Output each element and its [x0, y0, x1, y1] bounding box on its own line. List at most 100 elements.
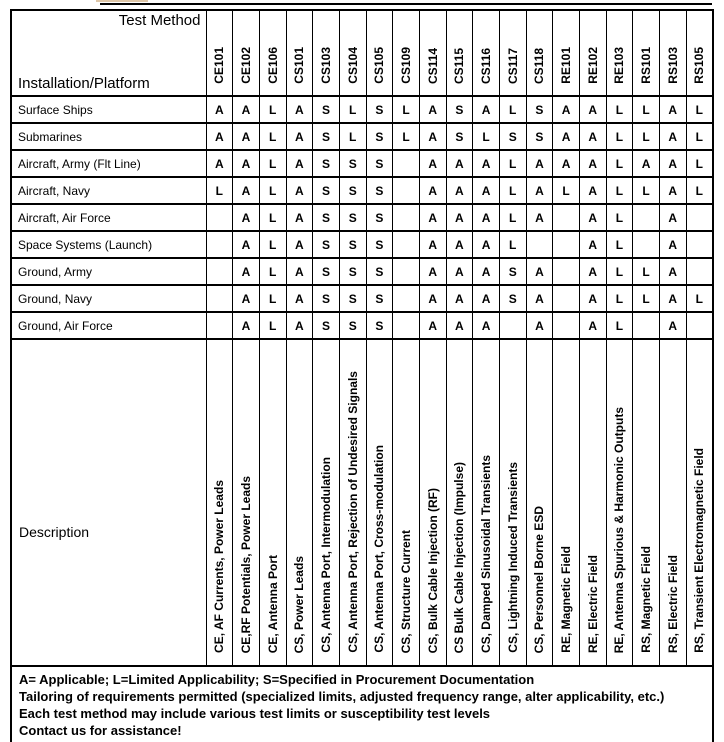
test-method-label: Test Method	[118, 12, 201, 29]
description-cell-CS109: CS, Structure Current	[392, 338, 420, 667]
applicability-cell-RS103: A	[658, 257, 687, 286]
applicability-cell-CS114: A	[418, 284, 447, 313]
description-text: RS, Transient Electromagnetic Field	[692, 448, 707, 653]
applicability-cell-CS103: S	[312, 284, 340, 313]
column-header-CS103: CS103	[312, 9, 340, 97]
applicability-cell-RS105	[685, 203, 714, 232]
platform-label: Submarines	[10, 122, 207, 151]
applicability-cell-CS114: A	[418, 149, 447, 178]
applicability-cell-CS115: A	[445, 311, 474, 340]
applicability-cell-CS103: S	[312, 122, 340, 151]
applicability-cell-CS117: L	[498, 230, 527, 259]
column-header-label: CS115	[452, 47, 467, 84]
applicability-cell-CS118: A	[525, 284, 554, 313]
test-method-applicability-table: Test Method Installation/Platform CE101 C…	[10, 9, 714, 742]
description-text: RS, Electric Field	[665, 554, 680, 653]
table-row: Aircraft, Army (Flt Line) A A L A S S S A A A L A A A L…	[10, 149, 714, 178]
description-text: CS, Power Leads	[292, 555, 307, 653]
applicability-cell-RE101: A	[552, 122, 580, 151]
column-header-label: RS103	[665, 47, 680, 84]
applicability-cell-RE102: A	[578, 122, 607, 151]
legend-footer: A= Applicable; L=Limited Applicability; …	[10, 665, 714, 742]
applicability-cell-RS105	[685, 230, 714, 259]
description-row: Description CE, AF Currents, Power Leads…	[10, 338, 714, 667]
applicability-cell-CS103: S	[312, 176, 340, 205]
description-cell-RS101: RS, Magnetic Field	[632, 338, 660, 667]
applicability-cell-CS109	[392, 284, 420, 313]
description-label-cell: Description	[10, 338, 207, 667]
applicability-cell-CS114: A	[418, 203, 447, 232]
applicability-cell-CS115: A	[445, 284, 474, 313]
applicability-cell-RE101	[552, 257, 580, 286]
applicability-cell-CS101: A	[285, 230, 314, 259]
column-header-label: RS101	[639, 47, 654, 84]
description-text: CS, Antenna Port, Cross-modulation	[372, 445, 387, 653]
description-text: CE, Antenna Port	[265, 554, 280, 653]
column-header-label: CS117	[505, 47, 520, 84]
applicability-cell-CS105: S	[365, 176, 394, 205]
column-header-RE103: RE103	[605, 9, 634, 97]
cropped-text-remnant	[96, 0, 148, 2]
applicability-cell-RS101	[632, 311, 660, 340]
applicability-cell-CE106: L	[258, 257, 287, 286]
column-header-CS101: CS101	[285, 9, 314, 97]
applicability-cell-CS104: S	[338, 149, 367, 178]
applicability-cell-RS103: A	[658, 284, 687, 313]
applicability-cell-RS101: L	[632, 257, 660, 286]
applicability-cell-CS114: A	[418, 176, 447, 205]
applicability-cell-CE101	[205, 284, 234, 313]
applicability-cell-RS101: L	[632, 284, 660, 313]
applicability-cell-CS103: S	[312, 230, 340, 259]
applicability-cell-CS101: A	[285, 203, 314, 232]
column-header-label: CS104	[345, 47, 360, 84]
table-row: Ground, Air Force A L A S S S A A A A A L A	[10, 311, 714, 340]
applicability-cell-CS101: A	[285, 176, 314, 205]
applicability-cell-CS109: L	[392, 95, 420, 124]
applicability-cell-CS104: S	[338, 311, 367, 340]
applicability-cell-CS117: L	[498, 149, 527, 178]
applicability-cell-CE101: A	[205, 95, 234, 124]
applicability-cell-RS105	[685, 257, 714, 286]
description-text: CS Bulk Cable Injection (Impulse)	[452, 461, 467, 653]
legend-line-1: A= Applicable; L=Limited Applicability; …	[19, 672, 535, 687]
applicability-cell-RE102: A	[578, 95, 607, 124]
description-text: RE, Electric Field	[585, 554, 600, 653]
applicability-cell-CS109	[392, 149, 420, 178]
applicability-cell-CS104: S	[338, 257, 367, 286]
applicability-cell-CS117: S	[498, 122, 527, 151]
applicability-cell-CS101: A	[285, 257, 314, 286]
platform-label: Ground, Air Force	[10, 311, 207, 340]
applicability-cell-RS103: A	[658, 122, 687, 151]
applicability-cell-CE102: A	[232, 203, 260, 232]
column-header-CS116: CS116	[472, 9, 500, 97]
matrix-body: Surface Ships A A L A S L S L A S A L S A A L L A L Submarin…	[10, 95, 714, 340]
applicability-cell-CS118: A	[525, 203, 554, 232]
corner-cell: Test Method Installation/Platform	[10, 9, 207, 97]
applicability-cell-RE103: L	[605, 176, 634, 205]
applicability-cell-CS101: A	[285, 149, 314, 178]
table-row: Ground, Navy A L A S S S A A A S A A L L A L	[10, 284, 714, 313]
applicability-cell-RE101	[552, 311, 580, 340]
platform-label: Aircraft, Navy	[10, 176, 207, 205]
applicability-cell-CS116: A	[472, 311, 500, 340]
column-header-CE101: CE101	[205, 9, 234, 97]
column-header-RS103: RS103	[658, 9, 687, 97]
applicability-cell-CE102: A	[232, 257, 260, 286]
applicability-cell-CS109	[392, 257, 420, 286]
applicability-cell-CS116: A	[472, 149, 500, 178]
description-cell-CS116: CS, Damped Sinusoidal Transients	[472, 338, 500, 667]
description-cell-CS104: CS, Antenna Port, Rejection of Undesired…	[338, 338, 367, 667]
column-header-label: RE102	[585, 47, 600, 84]
applicability-cell-RS103: A	[658, 203, 687, 232]
description-cell-RE101: RE, Magnetic Field	[552, 338, 580, 667]
description-cell-RE102: RE, Electric Field	[578, 338, 607, 667]
applicability-cell-CE101	[205, 230, 234, 259]
applicability-cell-CE101: L	[205, 176, 234, 205]
applicability-cell-CS118	[525, 230, 554, 259]
table-row: Aircraft, Navy L A L A S S S A A A L A L A L L A L	[10, 176, 714, 205]
applicability-cell-CS104: S	[338, 203, 367, 232]
applicability-cell-RS103: A	[658, 230, 687, 259]
description-text: CE,RF Potentials, Power Leads	[239, 475, 253, 653]
applicability-cell-CE106: L	[258, 176, 287, 205]
column-header-label: CE102	[239, 47, 253, 84]
